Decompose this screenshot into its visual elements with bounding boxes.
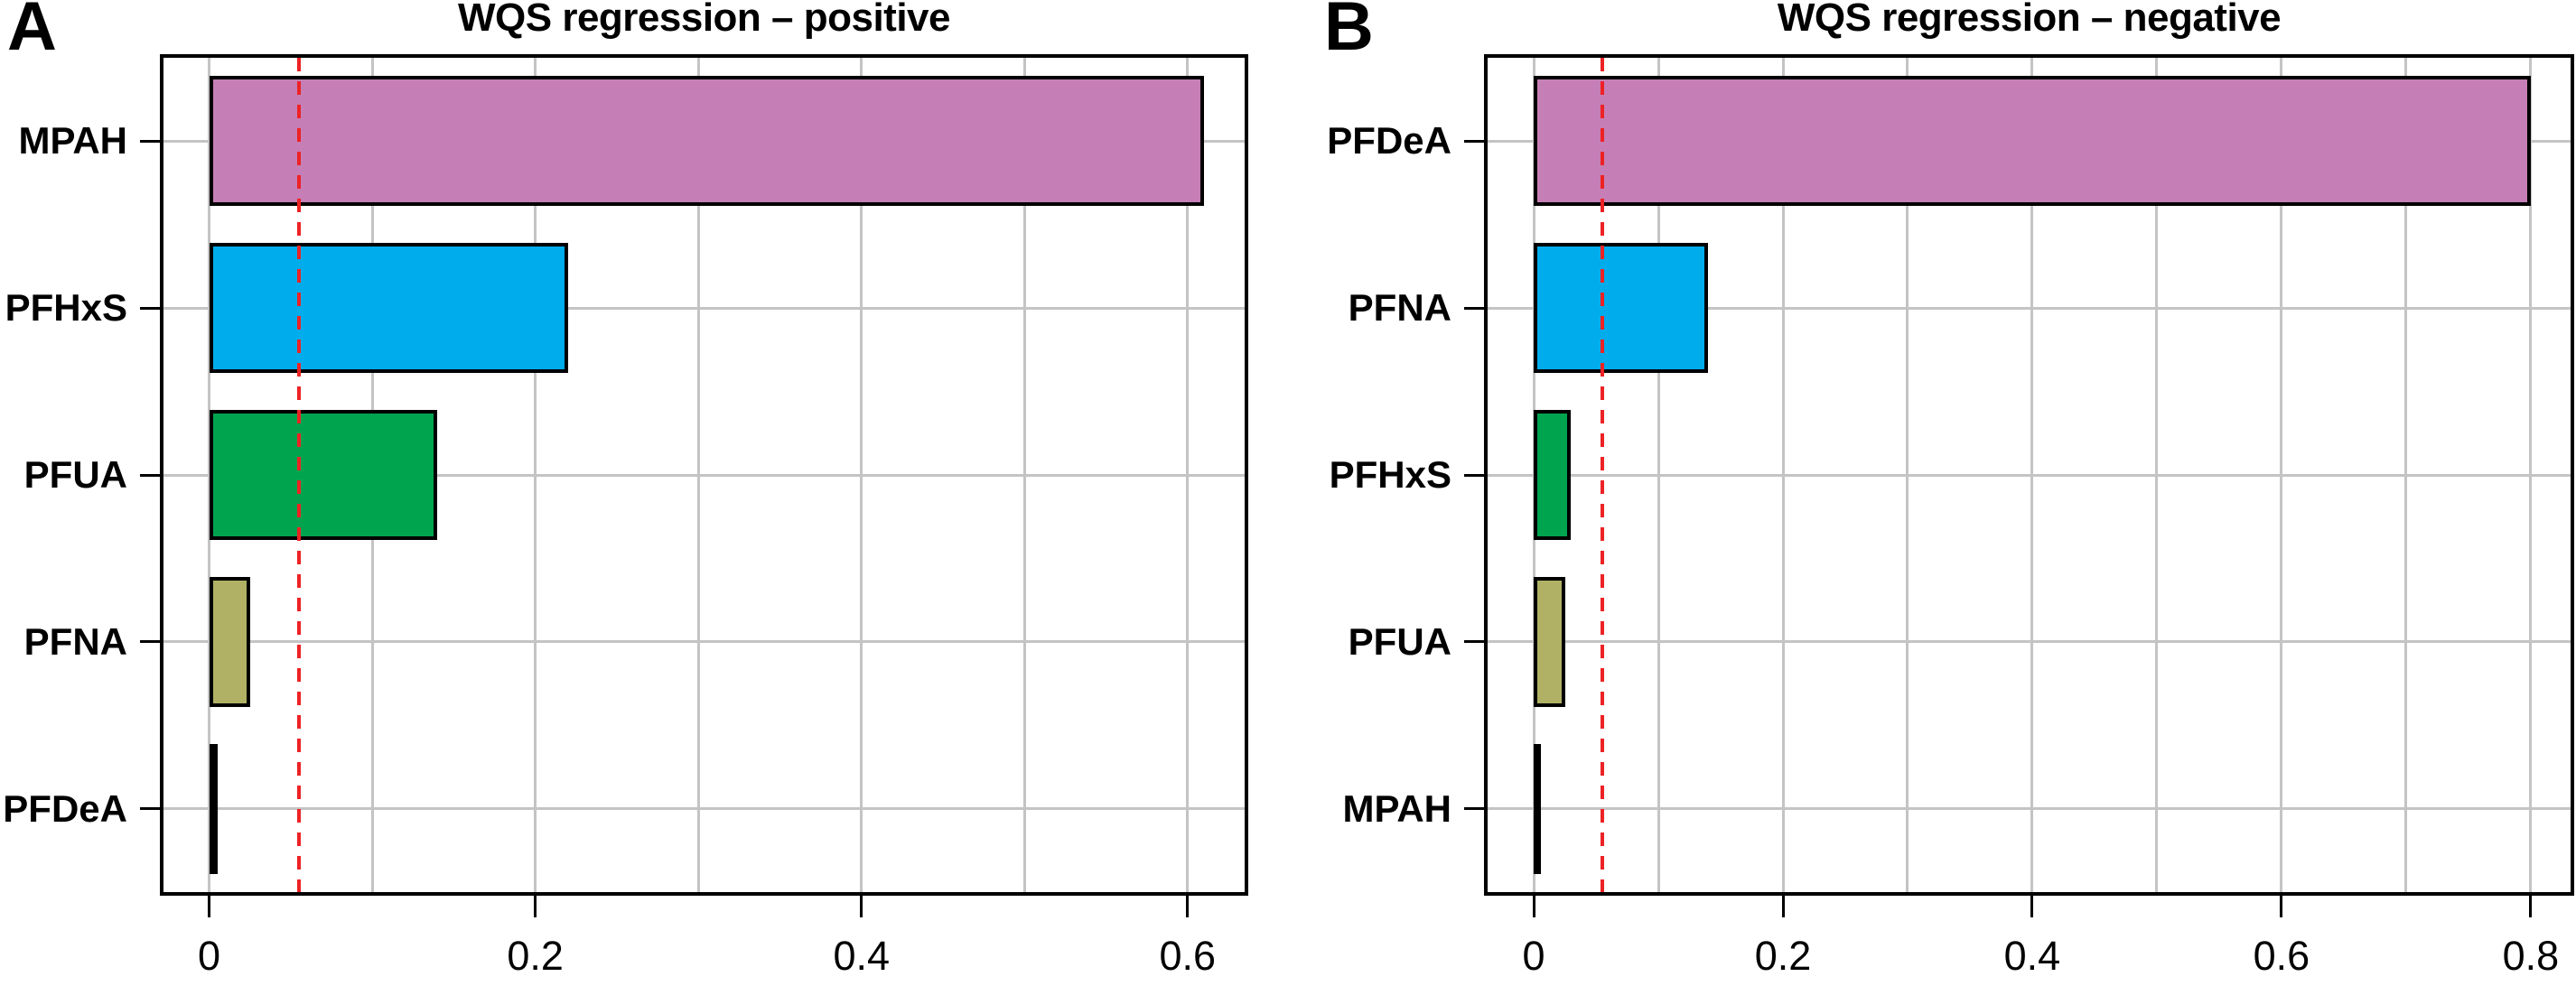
horizontal-gridline [1488, 640, 2571, 644]
x-axis-tick [2280, 896, 2283, 917]
x-axis-tick [1532, 896, 1535, 917]
x-tick-label: 0.6 [1159, 933, 1217, 979]
bar-pfdea [1534, 76, 2531, 207]
x-axis-tick [860, 896, 863, 917]
bar-pfna [209, 576, 250, 707]
y-axis-label: MPAH [18, 119, 127, 163]
horizontal-gridline [163, 473, 1245, 477]
bar-pfna [1534, 243, 1709, 374]
y-axis-tick [140, 807, 160, 811]
horizontal-gridline [163, 807, 1245, 811]
bar-pfhxs [209, 243, 568, 374]
horizontal-gridline [163, 640, 1245, 644]
x-tick-label: 0.8 [2502, 933, 2560, 979]
y-axis-label: PFNA [23, 619, 127, 663]
x-tick-label: 0 [1522, 933, 1545, 979]
x-tick-label: 0.4 [2003, 933, 2061, 979]
y-axis-tick [140, 473, 160, 477]
y-axis-tick [1464, 473, 1484, 477]
bar-pfua [1534, 576, 1565, 707]
x-axis-tick [534, 896, 537, 917]
x-axis-tick [208, 896, 211, 917]
y-axis-label: PFNA [1348, 286, 1451, 330]
horizontal-gridline [1488, 807, 2571, 811]
y-axis-labels-b: PFDeA PFNA PFHxS PFUA MPAH [1288, 0, 1451, 986]
threshold-line [296, 58, 301, 892]
y-axis-labels-a: MPAH PFHxS PFUA PFNA PFDeA [0, 0, 127, 986]
horizontal-gridline [1488, 473, 2571, 477]
panel-title-b: WQS regression – negative [1777, 0, 2282, 40]
y-axis-label: MPAH [1342, 786, 1451, 830]
bar-mpah [209, 76, 1204, 207]
x-tick-label: 0.2 [1754, 933, 1812, 979]
plot-area-a [140, 54, 1248, 917]
bar-pfua [209, 410, 438, 540]
y-axis-tick [1464, 306, 1484, 310]
x-axis-tick [1781, 896, 1785, 917]
y-axis-tick [1464, 139, 1484, 143]
threshold-line [1600, 58, 1604, 892]
panel-letter-a: A [7, 0, 57, 65]
panel-letter-b: B [1324, 0, 1374, 65]
plot-area-b [1464, 54, 2574, 917]
x-tick-label: 0 [198, 933, 221, 979]
horizontal-gridline [1488, 306, 2571, 310]
x-axis-tick [2529, 896, 2533, 917]
bar-mpah [1534, 743, 1542, 874]
y-axis-label: PFDeA [3, 786, 127, 830]
bar-pfhxs [1534, 410, 1572, 540]
y-axis-tick [1464, 640, 1484, 644]
x-tick-label: 0.6 [2253, 933, 2310, 979]
y-axis-label: PFDeA [1327, 119, 1451, 163]
y-axis-tick [1464, 807, 1484, 811]
horizontal-gridline [163, 306, 1245, 310]
y-axis-label: PFUA [1348, 619, 1451, 663]
y-axis-tick [140, 306, 160, 310]
x-axis-tick [2030, 896, 2034, 917]
y-axis-label: PFHxS [5, 286, 127, 330]
bar-pfdea [209, 743, 218, 874]
panel-title-a: WQS regression – positive [458, 0, 951, 40]
y-axis-tick [140, 640, 160, 644]
x-axis-tick [1186, 896, 1190, 917]
x-tick-label: 0.2 [507, 933, 564, 979]
y-axis-label: PFHxS [1329, 453, 1451, 496]
x-tick-label: 0.4 [833, 933, 890, 979]
y-axis-label: PFUA [23, 453, 127, 496]
y-axis-tick [140, 139, 160, 143]
